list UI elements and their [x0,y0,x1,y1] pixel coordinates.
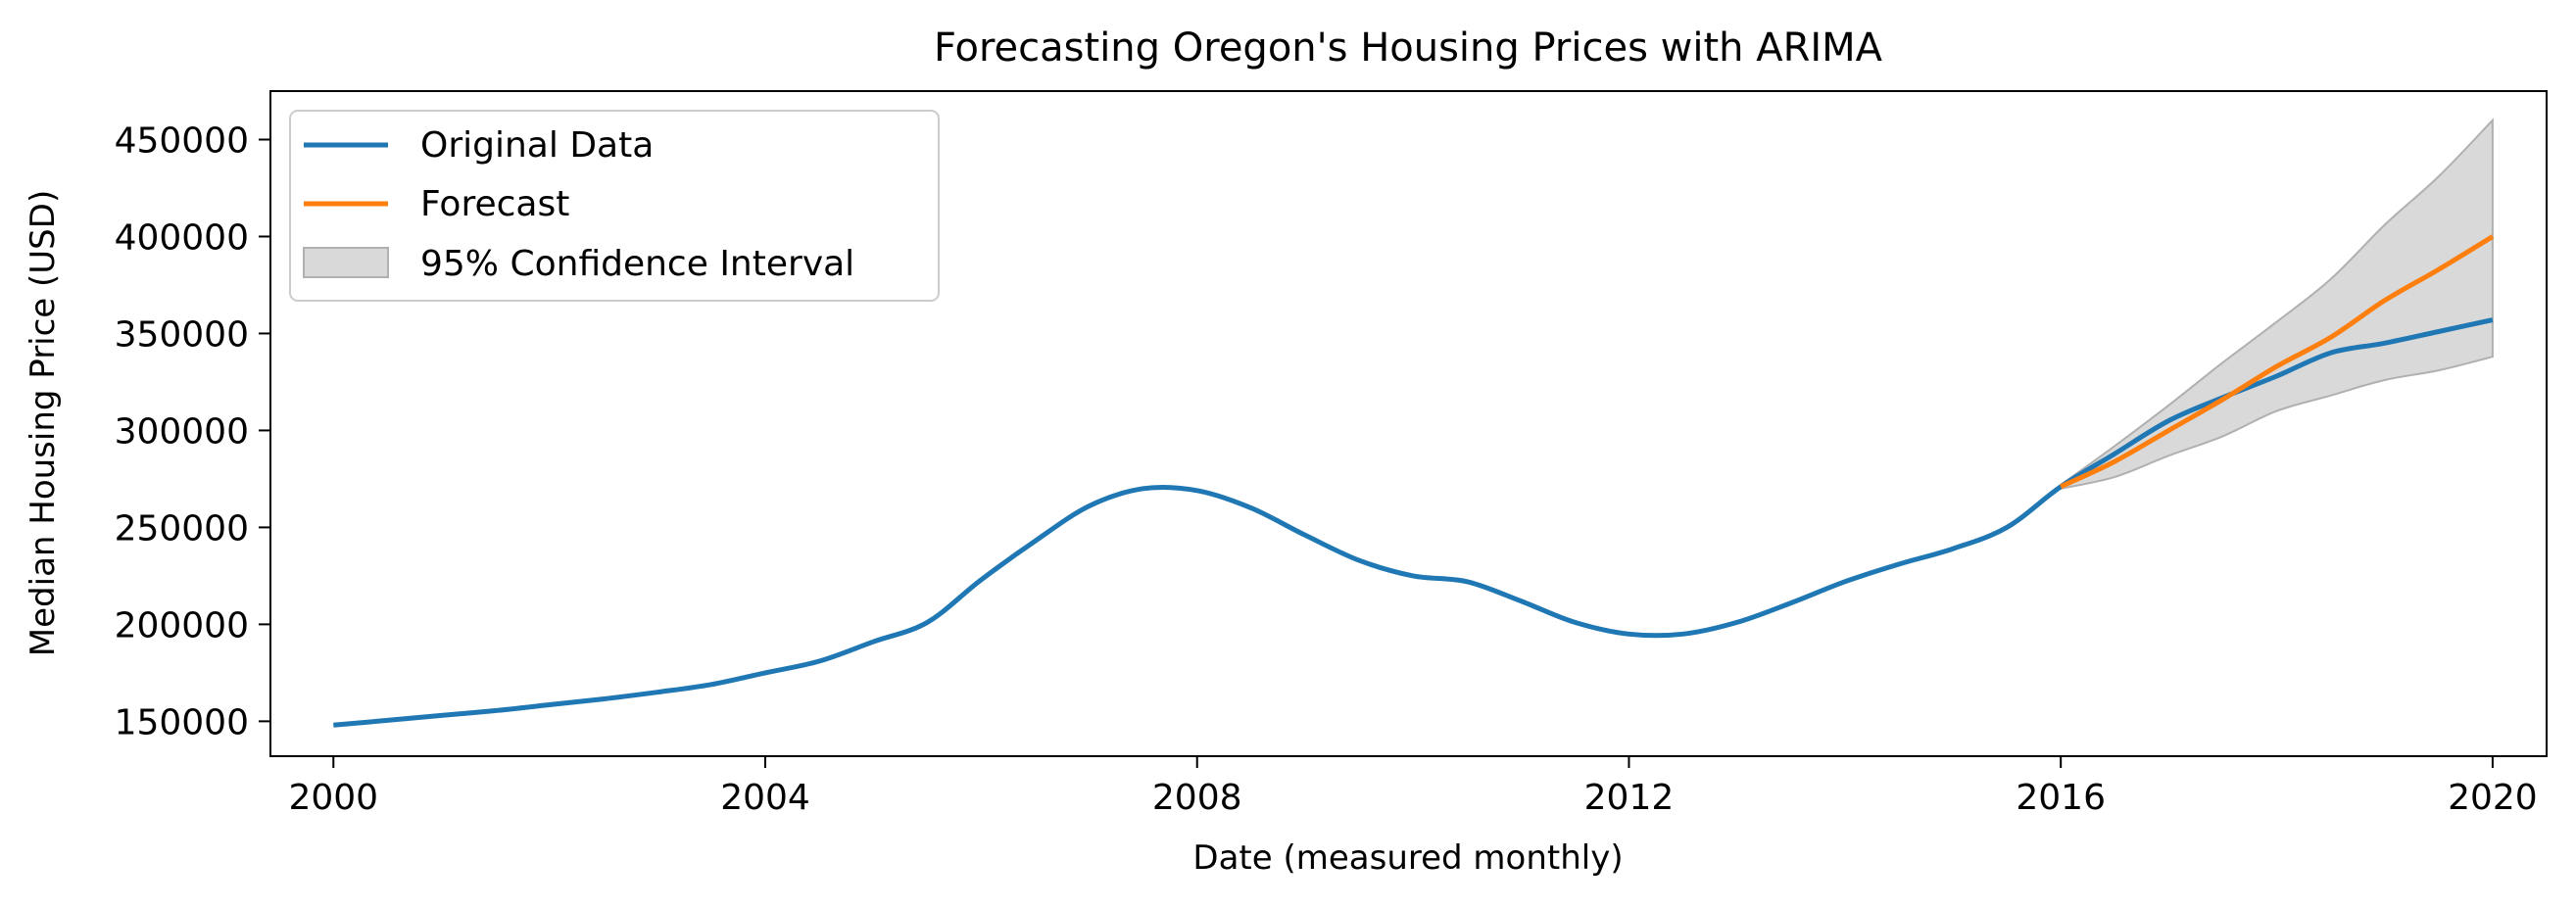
x-tick-label: 2016 [2016,778,2106,818]
legend-label-original: Original Data [420,125,654,166]
x-tick-label: 2008 [1152,778,1242,818]
x-tick-label: 2020 [2448,778,2538,818]
x-tick-label: 2012 [1584,778,1675,818]
y-tick-label: 250000 [115,508,249,549]
series-line-forecast [2060,234,2495,490]
x-tick-label: 2000 [288,778,378,818]
y-tick-label: 450000 [115,120,249,161]
series-line-original [333,317,2494,728]
confidence-band-layer [2060,118,2494,491]
legend-label-confidence: 95% Confidence Interval [420,244,854,284]
y-tick-label: 300000 [115,411,249,452]
y-axis-label: Median Housing Price (USD) [24,190,63,656]
y-tick-label: 150000 [115,702,249,742]
series-layer [333,234,2495,728]
chart-title: Forecasting Oregon's Housing Prices with… [934,25,1883,71]
y-tick-label: 200000 [115,605,249,646]
y-tick-label: 400000 [115,217,249,258]
y-axis: 150000 200000 250000 300000 350000 400000 4500… [115,120,270,742]
confidence-band [2060,118,2494,491]
legend: Original Data Forecast 95% Confidence In… [289,110,940,302]
x-axis-label: Date (measured monthly) [1192,838,1623,878]
legend-swatch-confidence [303,247,389,278]
plot-frame [269,90,2548,757]
legend-box [289,110,940,302]
x-axis: 2000 2004 2008 2012 2016 2020 [288,756,2538,818]
x-tick-label: 2004 [720,778,810,818]
y-tick-label: 350000 [115,314,249,355]
legend-label-forecast: Forecast [420,184,569,224]
